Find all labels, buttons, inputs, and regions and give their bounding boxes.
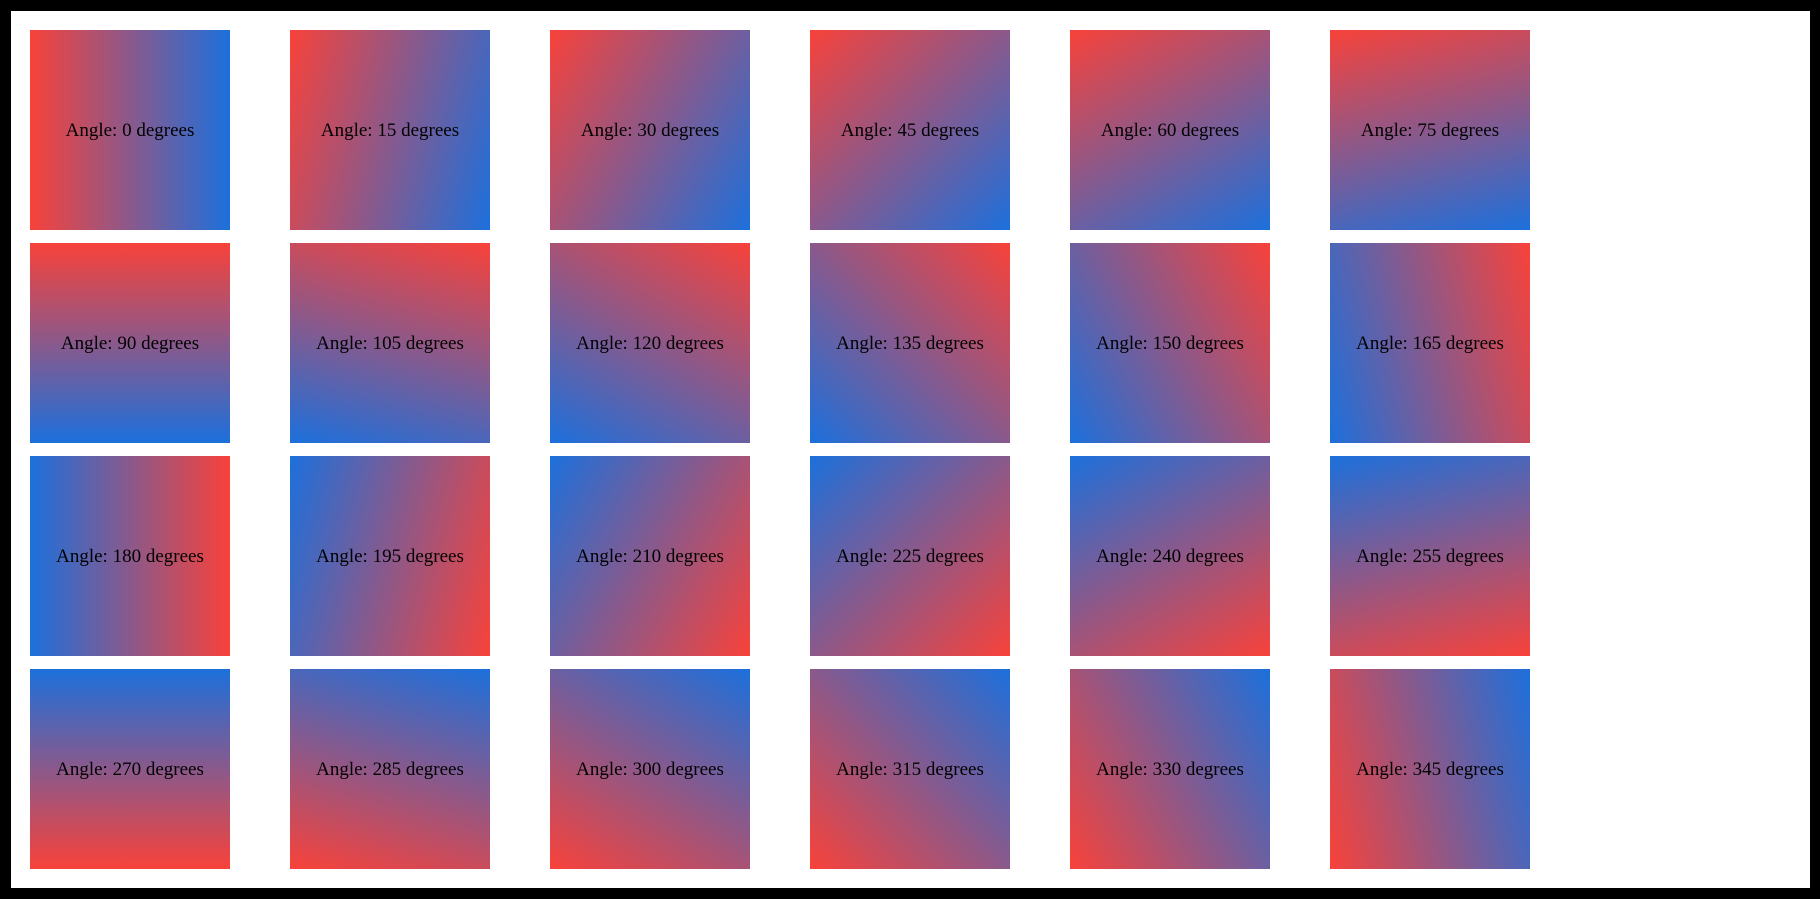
tile-angle-label: Angle: 300 degrees [576, 758, 724, 780]
gradient-tile: Angle: 30 degrees [550, 30, 750, 230]
gradient-tile: Angle: 345 degrees [1330, 669, 1530, 869]
gradient-tile: Angle: 105 degrees [290, 243, 490, 443]
tile-angle-label: Angle: 315 degrees [836, 758, 984, 780]
gradient-tile: Angle: 165 degrees [1330, 243, 1530, 443]
gradient-tile: Angle: 120 degrees [550, 243, 750, 443]
tile-angle-label: Angle: 30 degrees [580, 119, 720, 141]
tile-angle-label: Angle: 285 degrees [316, 758, 464, 780]
tile-angle-label: Angle: 210 degrees [576, 545, 724, 567]
gradient-tile: Angle: 315 degrees [810, 669, 1010, 869]
tile-angle-label: Angle: 75 degrees [1360, 119, 1500, 141]
gradient-tile: Angle: 135 degrees [810, 243, 1010, 443]
gradient-tile: Angle: 150 degrees [1070, 243, 1270, 443]
tile-angle-label: Angle: 15 degrees [320, 119, 460, 141]
tile-angle-label: Angle: 90 degrees [60, 332, 200, 354]
page-background: Angle: 0 degrees Angle: 15 degrees Angle: … [11, 11, 1810, 888]
tile-angle-label: Angle: 330 degrees [1096, 758, 1244, 780]
gradient-grid: Angle: 0 degrees Angle: 15 degrees Angle: … [30, 30, 1530, 869]
tile-angle-label: Angle: 345 degrees [1356, 758, 1504, 780]
gradient-tile: Angle: 45 degrees [810, 30, 1010, 230]
gradient-tile: Angle: 255 degrees [1330, 456, 1530, 656]
gradient-tile: Angle: 225 degrees [810, 456, 1010, 656]
gradient-tile: Angle: 60 degrees [1070, 30, 1270, 230]
gradient-tile: Angle: 285 degrees [290, 669, 490, 869]
tile-angle-label: Angle: 60 degrees [1100, 119, 1240, 141]
gradient-tile: Angle: 195 degrees [290, 456, 490, 656]
gradient-tile: Angle: 300 degrees [550, 669, 750, 869]
gradient-tile: Angle: 75 degrees [1330, 30, 1530, 230]
tile-angle-label: Angle: 225 degrees [836, 545, 984, 567]
gradient-tile: Angle: 90 degrees [30, 243, 230, 443]
gradient-tile: Angle: 240 degrees [1070, 456, 1270, 656]
gradient-tile: Angle: 270 degrees [30, 669, 230, 869]
tile-angle-label: Angle: 165 degrees [1356, 332, 1504, 354]
gradient-tile: Angle: 15 degrees [290, 30, 490, 230]
tile-angle-label: Angle: 240 degrees [1096, 545, 1244, 567]
tile-angle-label: Angle: 180 degrees [56, 545, 204, 567]
gradient-tile: Angle: 0 degrees [30, 30, 230, 230]
tile-angle-label: Angle: 45 degrees [840, 119, 980, 141]
tile-angle-label: Angle: 120 degrees [576, 332, 724, 354]
gradient-tile: Angle: 330 degrees [1070, 669, 1270, 869]
tile-angle-label: Angle: 105 degrees [316, 332, 464, 354]
gradient-tile: Angle: 180 degrees [30, 456, 230, 656]
gradient-tile: Angle: 210 degrees [550, 456, 750, 656]
tile-angle-label: Angle: 135 degrees [836, 332, 984, 354]
tile-angle-label: Angle: 150 degrees [1096, 332, 1244, 354]
tile-angle-label: Angle: 255 degrees [1356, 545, 1504, 567]
tile-angle-label: Angle: 270 degrees [56, 758, 204, 780]
tile-angle-label: Angle: 195 degrees [316, 545, 464, 567]
tile-angle-label: Angle: 0 degrees [65, 119, 195, 141]
